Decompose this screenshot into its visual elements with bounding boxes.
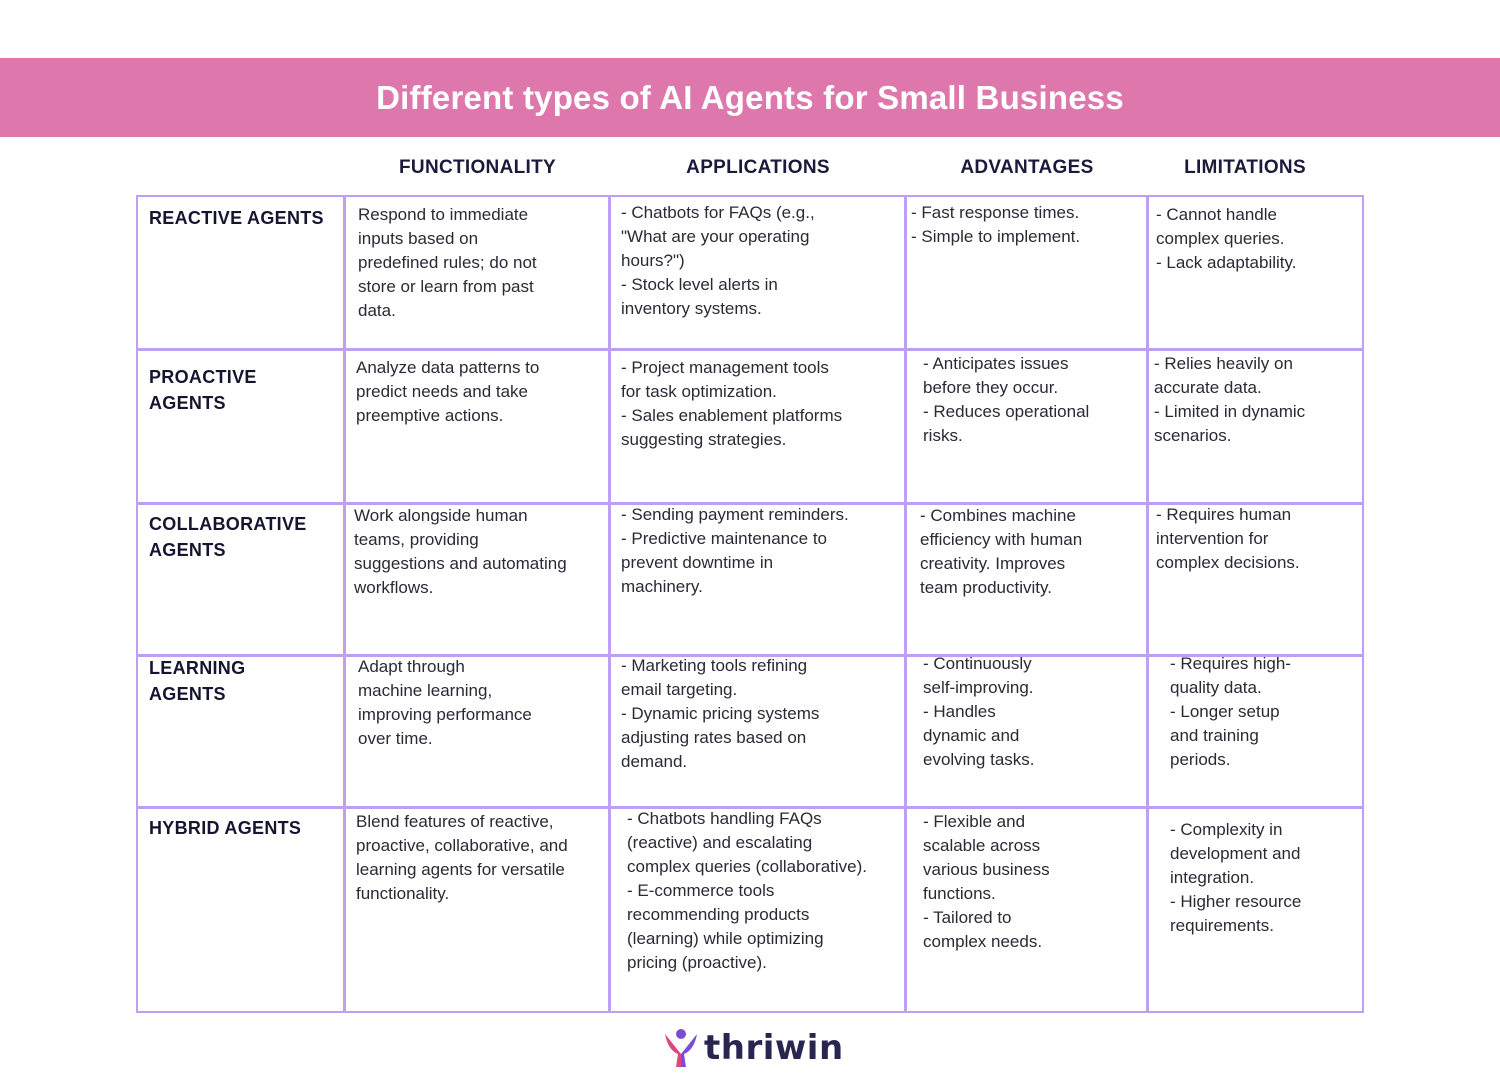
- row-label-proactive: PROACTIVE AGENTS: [149, 367, 257, 413]
- table-divider: [904, 195, 907, 1013]
- logo-text: thriwin: [704, 1028, 844, 1068]
- table-divider: [136, 502, 1364, 505]
- row-label-hybrid: HYBRID AGENTS: [149, 818, 302, 838]
- cell-hybrid-applications: - Chatbots handling FAQs (reactive) and …: [627, 809, 867, 972]
- column-header-limitations: LIMITATIONS: [1184, 157, 1306, 178]
- cell-proactive-functionality: Analyze data patterns to predict needs a…: [356, 358, 540, 425]
- row-label-reactive: REACTIVE AGENTS: [149, 208, 324, 228]
- cell-proactive-advantages: - Anticipates issues before they occur. …: [923, 354, 1090, 445]
- cell-reactive-limitations: - Cannot handle complex queries. - Lack …: [1156, 205, 1297, 272]
- cell-reactive-functionality: Respond to immediate inputs based on pre…: [358, 205, 537, 320]
- cell-learning-applications: - Marketing tools refining email targeti…: [621, 656, 820, 771]
- cell-learning-advantages: - Continuously self-improving. - Handles…: [923, 654, 1035, 769]
- table-divider: [136, 348, 1364, 351]
- cell-collaborative-functionality: Work alongside human teams, providing su…: [354, 506, 567, 597]
- cell-learning-functionality: Adapt through machine learning, improvin…: [358, 657, 532, 748]
- table-divider: [608, 195, 611, 1013]
- cell-hybrid-functionality: Blend features of reactive, proactive, c…: [356, 812, 568, 903]
- thriwin-logo: thriwin: [662, 1026, 844, 1070]
- table-divider: [136, 654, 1364, 657]
- cell-hybrid-advantages: - Flexible and scalable across various b…: [923, 812, 1050, 951]
- cell-collaborative-applications: - Sending payment reminders. - Predictiv…: [621, 505, 849, 596]
- table-divider: [136, 806, 1364, 809]
- row-label-collaborative: COLLABORATIVE AGENTS: [149, 514, 307, 560]
- page-title: Different types of AI Agents for Small B…: [376, 78, 1124, 116]
- cell-proactive-applications: - Project management tools for task opti…: [621, 358, 843, 449]
- person-arms-up-icon: [665, 1029, 697, 1067]
- cell-collaborative-advantages: - Combines machine efficiency with human…: [920, 506, 1083, 597]
- column-header-advantages: ADVANTAGES: [960, 157, 1094, 178]
- cell-collaborative-limitations: - Requires human intervention for comple…: [1156, 505, 1300, 572]
- table-divider: [343, 195, 346, 1013]
- column-header-applications: APPLICATIONS: [686, 157, 830, 178]
- table-divider: [1146, 195, 1149, 1013]
- row-label-learning: LEARNING AGENTS: [149, 658, 246, 704]
- cell-hybrid-limitations: - Complexity in development and integrat…: [1170, 820, 1302, 935]
- cell-learning-limitations: - Requires high- quality data. - Longer …: [1170, 654, 1291, 769]
- column-header-functionality: FUNCTIONALITY: [399, 157, 556, 178]
- agents-table: [136, 195, 1364, 1013]
- cell-proactive-limitations: - Relies heavily on accurate data. - Lim…: [1154, 354, 1306, 445]
- cell-reactive-applications: - Chatbots for FAQs (e.g., "What are you…: [621, 203, 815, 318]
- cell-reactive-advantages: - Fast response times. - Simple to imple…: [911, 203, 1081, 246]
- title-banner: Different types of AI Agents for Small B…: [0, 58, 1500, 137]
